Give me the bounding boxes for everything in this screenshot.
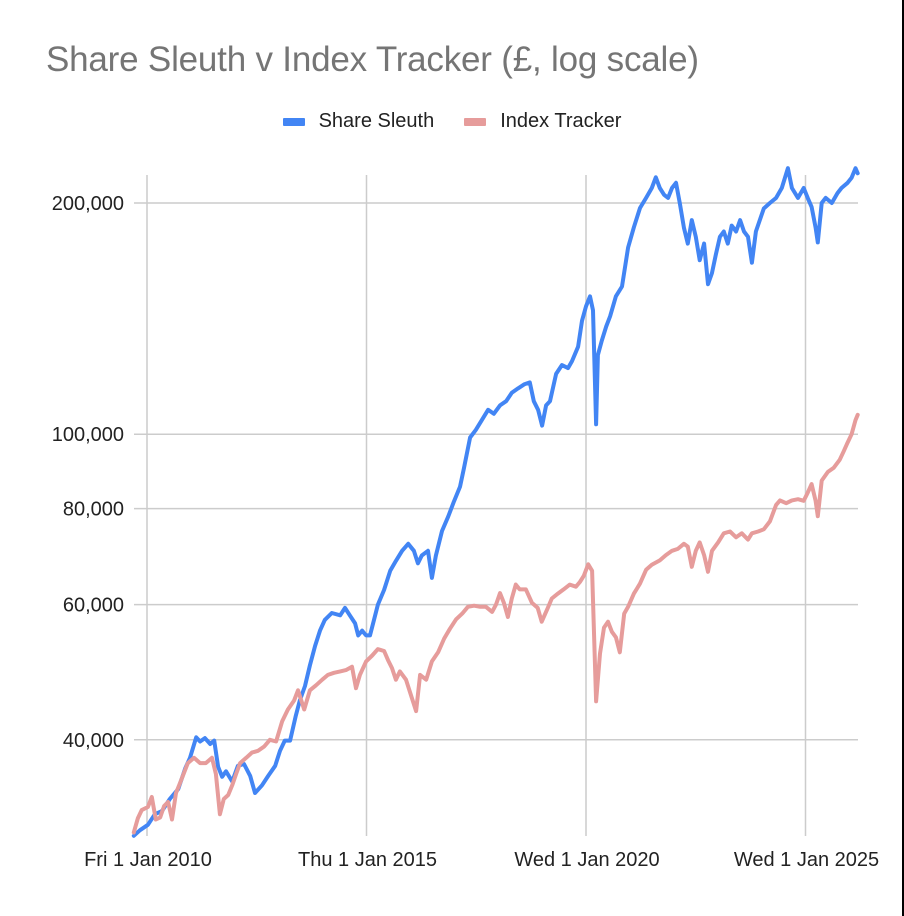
y-tick-label: 200,000 (52, 193, 124, 215)
x-tick-label: Wed 1 Jan 2020 (514, 849, 659, 871)
legend-item-share-sleuth[interactable]: Share Sleuth (282, 110, 435, 133)
series-lines (131, 166, 860, 838)
legend-item-index-tracker[interactable]: Index Tracker (464, 110, 621, 133)
legend-label-share-sleuth: Share Sleuth (318, 110, 435, 132)
gridlines (134, 175, 858, 836)
chart-title: Share Sleuth v Index Tracker (£, log sca… (46, 40, 699, 79)
y-tick-label: 100,000 (52, 424, 124, 446)
legend: Share Sleuth Index Tracker (0, 110, 904, 133)
x-tick-label: Thu 1 Jan 2015 (298, 849, 437, 871)
y-tick-label: 80,000 (63, 499, 124, 521)
y-tick-label: 40,000 (63, 730, 124, 752)
y-tick-label: 60,000 (63, 595, 124, 617)
series-line-index-tracker (131, 412, 860, 835)
legend-label-index-tracker: Index Tracker (500, 110, 622, 132)
x-tick-label: Wed 1 Jan 2025 (734, 849, 879, 871)
x-tick-label: Fri 1 Jan 2010 (84, 849, 212, 871)
series-line-share-sleuth (131, 166, 860, 838)
legend-swatch-index-tracker (464, 117, 487, 126)
x-axis-ticks: Fri 1 Jan 2010 Thu 1 Jan 2015 Wed 1 Jan 20… (84, 849, 879, 871)
y-axis-ticks: 200,000 100,000 80,000 60,000 40,000 (52, 193, 124, 752)
legend-swatch-share-sleuth (282, 117, 305, 126)
